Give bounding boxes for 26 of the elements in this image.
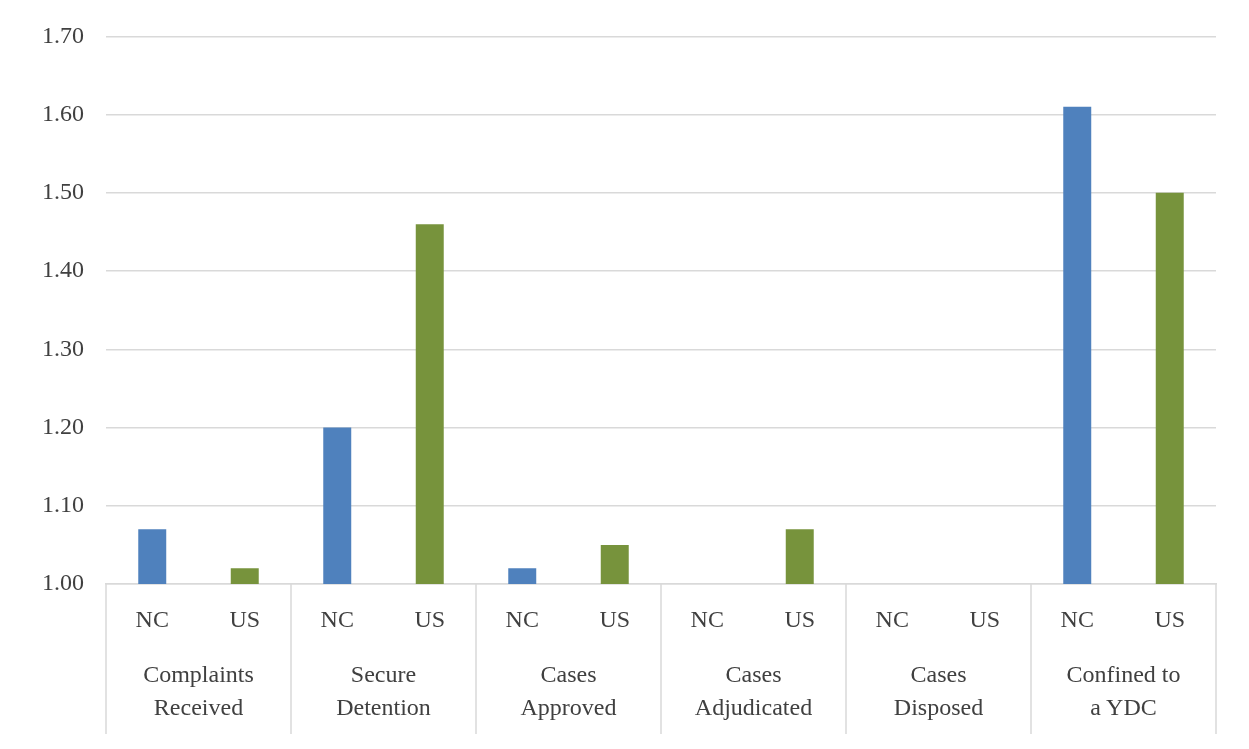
y-tick-label: 1.30 [42, 334, 84, 361]
y-tick-label: 1.40 [42, 256, 84, 283]
text: Complaints Received [143, 661, 254, 721]
y-tick-label: 1.20 [42, 412, 84, 439]
y-tick-label: 1.10 [42, 491, 84, 518]
x-tick-label: NC [505, 605, 539, 632]
x-tick-label: NC [135, 605, 169, 632]
x-tick-label: NC [690, 605, 724, 632]
text: Secure Detention [336, 661, 431, 721]
y-tick-label: 1.50 [42, 178, 84, 205]
x-tick-label: US [414, 605, 446, 632]
y-tick-label: 1.60 [42, 99, 84, 126]
x-tick-label: US [599, 605, 631, 632]
x-tick-label: NC [875, 605, 909, 632]
x-tick-label: NC [1060, 605, 1094, 632]
text: Cases Disposed [893, 661, 984, 721]
x-tick-label: NC [320, 605, 354, 632]
y-tick-label: 1.00 [42, 569, 84, 596]
x-tick-label: US [1154, 605, 1186, 632]
text: Cases Approved [520, 661, 617, 721]
x-tick-label: US [969, 605, 1001, 632]
y-tick-label: 1.70 [42, 21, 84, 48]
text: Confined to a YDC [1066, 661, 1181, 721]
x-tick-label: US [229, 605, 261, 632]
text: Cases Adjudicated [694, 661, 813, 721]
x-tick-label: US [784, 605, 816, 632]
